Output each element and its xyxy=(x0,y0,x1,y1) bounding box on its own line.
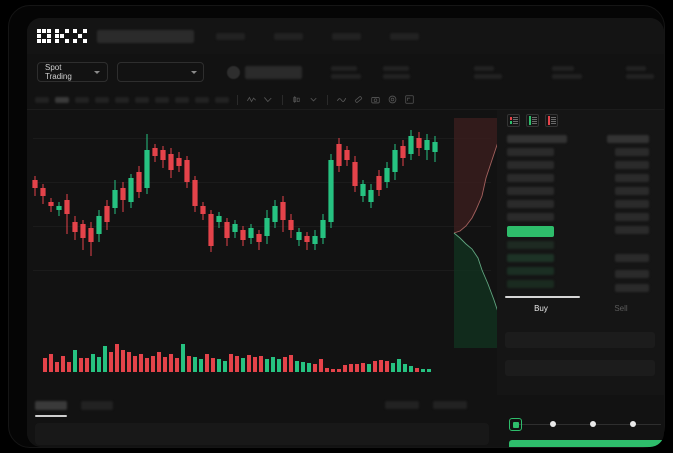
orderbook-size-cell xyxy=(615,270,649,278)
chevron-down-icon xyxy=(93,70,100,74)
market-stat-3 xyxy=(474,65,502,79)
toolbar-divider xyxy=(327,94,328,105)
timeframe-6[interactable] xyxy=(135,96,149,103)
trading-pair-select[interactable] xyxy=(116,62,204,82)
nav-item-2[interactable] xyxy=(274,32,303,40)
market-stat-2 xyxy=(383,65,410,79)
line-chart-icon[interactable] xyxy=(336,94,347,105)
orderbook-size-cell xyxy=(615,226,649,234)
bottom-tab-1[interactable] xyxy=(35,401,67,410)
orderbook-size-cell xyxy=(615,174,649,182)
candlestick-series xyxy=(32,130,438,256)
orderbook-header-size xyxy=(607,135,649,143)
orderbook-size-cell xyxy=(615,213,649,221)
orderbook-bid-row[interactable] xyxy=(507,254,554,262)
orderbook-bid-row[interactable] xyxy=(507,267,554,275)
orderbook-ask-row[interactable] xyxy=(507,174,554,182)
orderbook-ask-row[interactable] xyxy=(507,200,554,208)
timeframe-10[interactable] xyxy=(215,96,229,103)
compare-icon[interactable] xyxy=(263,94,274,105)
candlestick-type-icon[interactable] xyxy=(291,94,302,105)
orders-panel xyxy=(27,395,497,447)
stepper-step-1[interactable] xyxy=(509,418,522,431)
fullscreen-icon[interactable] xyxy=(404,94,415,105)
orderbook-ask-row[interactable] xyxy=(507,213,554,221)
settings-gear-icon[interactable] xyxy=(387,94,398,105)
orderbook-size-cell xyxy=(615,187,649,195)
stepper-step-2[interactable] xyxy=(550,421,556,427)
order-amount-field[interactable] xyxy=(505,360,655,376)
bottom-tab-active-underline xyxy=(35,415,67,417)
ruler-icon[interactable] xyxy=(353,94,364,105)
buy-sell-tab-group: Buy Sell xyxy=(497,296,664,326)
order-price-field[interactable] xyxy=(505,332,655,348)
chart-toolbar xyxy=(27,90,664,110)
search-input[interactable] xyxy=(97,29,194,43)
onboarding-stepper xyxy=(505,418,664,432)
volume-series xyxy=(43,344,431,372)
pair-name-label xyxy=(245,65,302,79)
orderbook-ask-row[interactable] xyxy=(507,148,554,156)
top-navigation-bar: OKX xyxy=(27,18,664,54)
orders-action-button-2[interactable] xyxy=(433,401,467,409)
stepper-step-3[interactable] xyxy=(590,421,596,427)
camera-icon[interactable] xyxy=(370,94,381,105)
bottom-tab-2[interactable] xyxy=(81,401,113,410)
nav-item-1[interactable] xyxy=(216,32,245,40)
indicator-icon[interactable] xyxy=(246,94,257,105)
market-subheader: Spot Trading xyxy=(27,54,664,90)
order-book-panel: Buy Sell xyxy=(497,110,664,395)
timeframe-3[interactable] xyxy=(75,96,89,103)
orderbook-size-cell xyxy=(615,148,649,156)
app-screen: OKX Spot Trading xyxy=(27,18,664,447)
market-stat-1 xyxy=(331,65,361,79)
chevron-down-icon xyxy=(191,70,197,74)
nav-item-3[interactable] xyxy=(332,32,361,40)
orderbook-bid-row[interactable] xyxy=(507,280,554,288)
chevron-down-icon[interactable] xyxy=(308,94,319,105)
orderbook-mode-asks[interactable] xyxy=(545,114,558,127)
timeframe-1[interactable] xyxy=(35,96,49,103)
stepper-track xyxy=(513,424,661,425)
orderbook-ask-row[interactable] xyxy=(507,161,554,169)
orderbook-spread-highlight[interactable] xyxy=(507,226,554,237)
orderbook-mode-bids[interactable] xyxy=(526,114,539,127)
toolbar-divider xyxy=(237,94,238,105)
spot-trading-dropdown[interactable]: Spot Trading xyxy=(37,62,108,82)
orderbook-header-price xyxy=(507,135,567,143)
orderbook-size-cell xyxy=(615,161,649,169)
timeframe-2[interactable] xyxy=(55,96,69,103)
timeframe-4[interactable] xyxy=(95,96,109,103)
timeframe-9[interactable] xyxy=(195,96,209,103)
orderbook-ask-row[interactable] xyxy=(507,187,554,195)
coin-avatar xyxy=(227,65,240,79)
orderbook-bid-row[interactable] xyxy=(507,241,554,249)
device-bezel: OKX Spot Trading xyxy=(8,5,665,448)
primary-cta-button[interactable] xyxy=(509,440,664,447)
stepper-step-1-fill xyxy=(512,421,519,428)
buy-tab[interactable]: Buy xyxy=(534,304,548,313)
market-stat-5 xyxy=(626,65,654,79)
orders-action-button-1[interactable] xyxy=(385,401,419,409)
orderbook-size-cell xyxy=(615,254,649,262)
orderbook-size-cell xyxy=(615,284,649,292)
timeframe-7[interactable] xyxy=(155,96,169,103)
timeframe-8[interactable] xyxy=(175,96,189,103)
stepper-step-4[interactable] xyxy=(630,421,636,427)
toolbar-divider xyxy=(282,94,283,105)
price-chart-panel[interactable] xyxy=(27,110,497,395)
sell-tab[interactable]: Sell xyxy=(614,304,628,313)
orderbook-size-cell xyxy=(615,200,649,208)
timeframe-5[interactable] xyxy=(115,96,129,103)
buy-tab-active-underline xyxy=(505,296,580,298)
spot-trading-label: Spot Trading xyxy=(45,63,72,81)
orders-table-body xyxy=(35,423,489,445)
nav-item-4[interactable] xyxy=(390,32,419,40)
orderbook-mode-both[interactable] xyxy=(507,114,520,127)
market-stat-4 xyxy=(552,65,582,79)
okx-logo[interactable]: OKX xyxy=(37,29,87,43)
